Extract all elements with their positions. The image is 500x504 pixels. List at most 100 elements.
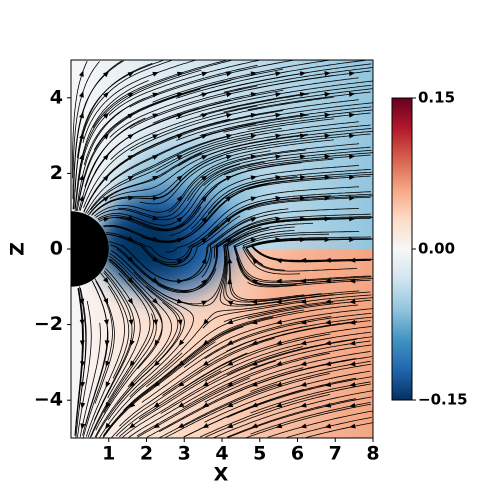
- streamline: [199, 106, 372, 137]
- streamline: [77, 300, 92, 438]
- arrow: [127, 277, 134, 284]
- streamline: [213, 390, 373, 438]
- arrow: [300, 319, 307, 325]
- streamline: [87, 137, 254, 216]
- streamline: [94, 278, 115, 404]
- arrow: [201, 216, 207, 223]
- arrow: [102, 196, 110, 202]
- arrow: [105, 360, 111, 368]
- streamline: [100, 272, 130, 379]
- arrow: [250, 71, 258, 77]
- arrow: [275, 154, 282, 160]
- arrow: [349, 423, 356, 429]
- arrow: [300, 381, 307, 387]
- arrow: [203, 318, 209, 326]
- arrow: [226, 423, 234, 428]
- arrow: [275, 133, 282, 139]
- x-tick-label: 5: [253, 443, 266, 465]
- arrow: [201, 155, 208, 160]
- arrow: [275, 340, 283, 346]
- arrow: [324, 299, 331, 305]
- arrow: [105, 381, 111, 388]
- arrow: [227, 257, 233, 264]
- arrow: [275, 71, 282, 77]
- arrow: [127, 215, 135, 221]
- streamline: [175, 60, 368, 99]
- arrow: [250, 196, 257, 202]
- streamline: [85, 280, 109, 426]
- arrow: [176, 259, 184, 264]
- arrow: [153, 319, 159, 326]
- arrow: [79, 91, 84, 98]
- streamline: [205, 394, 331, 438]
- arrow: [127, 236, 135, 241]
- streamline: [204, 331, 371, 382]
- streamline: [187, 191, 371, 248]
- streamline: [226, 398, 356, 438]
- arrow: [324, 216, 331, 222]
- streamline: [203, 149, 372, 187]
- streamline: [105, 268, 141, 399]
- streamline: [207, 193, 372, 237]
- arrow: [251, 258, 258, 265]
- arrow: [105, 422, 111, 430]
- arrow: [152, 195, 159, 201]
- arrow: [80, 423, 86, 430]
- streamline: [89, 272, 151, 438]
- streamline: [183, 326, 373, 389]
- arrow: [275, 216, 282, 222]
- streamline: [181, 363, 372, 428]
- streamline: [94, 301, 179, 438]
- streamline: [91, 148, 248, 216]
- arrow: [177, 278, 184, 284]
- streamline: [78, 117, 146, 211]
- arrow: [300, 278, 307, 284]
- arrow: [178, 339, 185, 346]
- arrow: [300, 340, 307, 346]
- streamline: [223, 88, 373, 113]
- streamline: [177, 124, 371, 167]
- x-tick-label: 7: [329, 443, 342, 465]
- arrow: [349, 340, 356, 346]
- streamline: [227, 376, 372, 418]
- colorbar-scale: [391, 97, 413, 401]
- streamline: [219, 255, 371, 307]
- colorbar: −0.15 0.00 0.15: [391, 89, 468, 409]
- streamline: [226, 316, 373, 352]
- arrow: [250, 175, 258, 181]
- streamline: [176, 102, 373, 141]
- streamline: [199, 383, 372, 438]
- streamline: [72, 60, 88, 179]
- arrow: [79, 174, 85, 181]
- streamline: [223, 67, 373, 93]
- streamline: [223, 152, 373, 176]
- streamline: [90, 313, 154, 437]
- arrow: [127, 92, 135, 98]
- streamline: [223, 297, 373, 323]
- streamline: [129, 60, 295, 108]
- arrow: [349, 361, 356, 367]
- arrow: [102, 112, 109, 119]
- x-tick-label: 2: [140, 443, 153, 465]
- arrow: [349, 257, 356, 263]
- y-tick-label: 4: [50, 86, 63, 108]
- arrow: [226, 381, 234, 387]
- arrow: [299, 174, 307, 180]
- streamline: [165, 373, 331, 438]
- arrow: [250, 238, 257, 243]
- arrow: [127, 134, 134, 140]
- arrow: [300, 423, 307, 429]
- arrow: [127, 154, 134, 161]
- arrow: [349, 174, 356, 180]
- streamline: [186, 146, 371, 202]
- arrow: [324, 154, 331, 160]
- streamline: [97, 161, 265, 226]
- y-tick-label: −4: [34, 389, 63, 411]
- arrow: [225, 154, 233, 160]
- arrow: [102, 91, 110, 98]
- arrow: [250, 133, 258, 139]
- streamline: [99, 352, 183, 438]
- streamline: [202, 294, 372, 329]
- arrow: [129, 381, 136, 388]
